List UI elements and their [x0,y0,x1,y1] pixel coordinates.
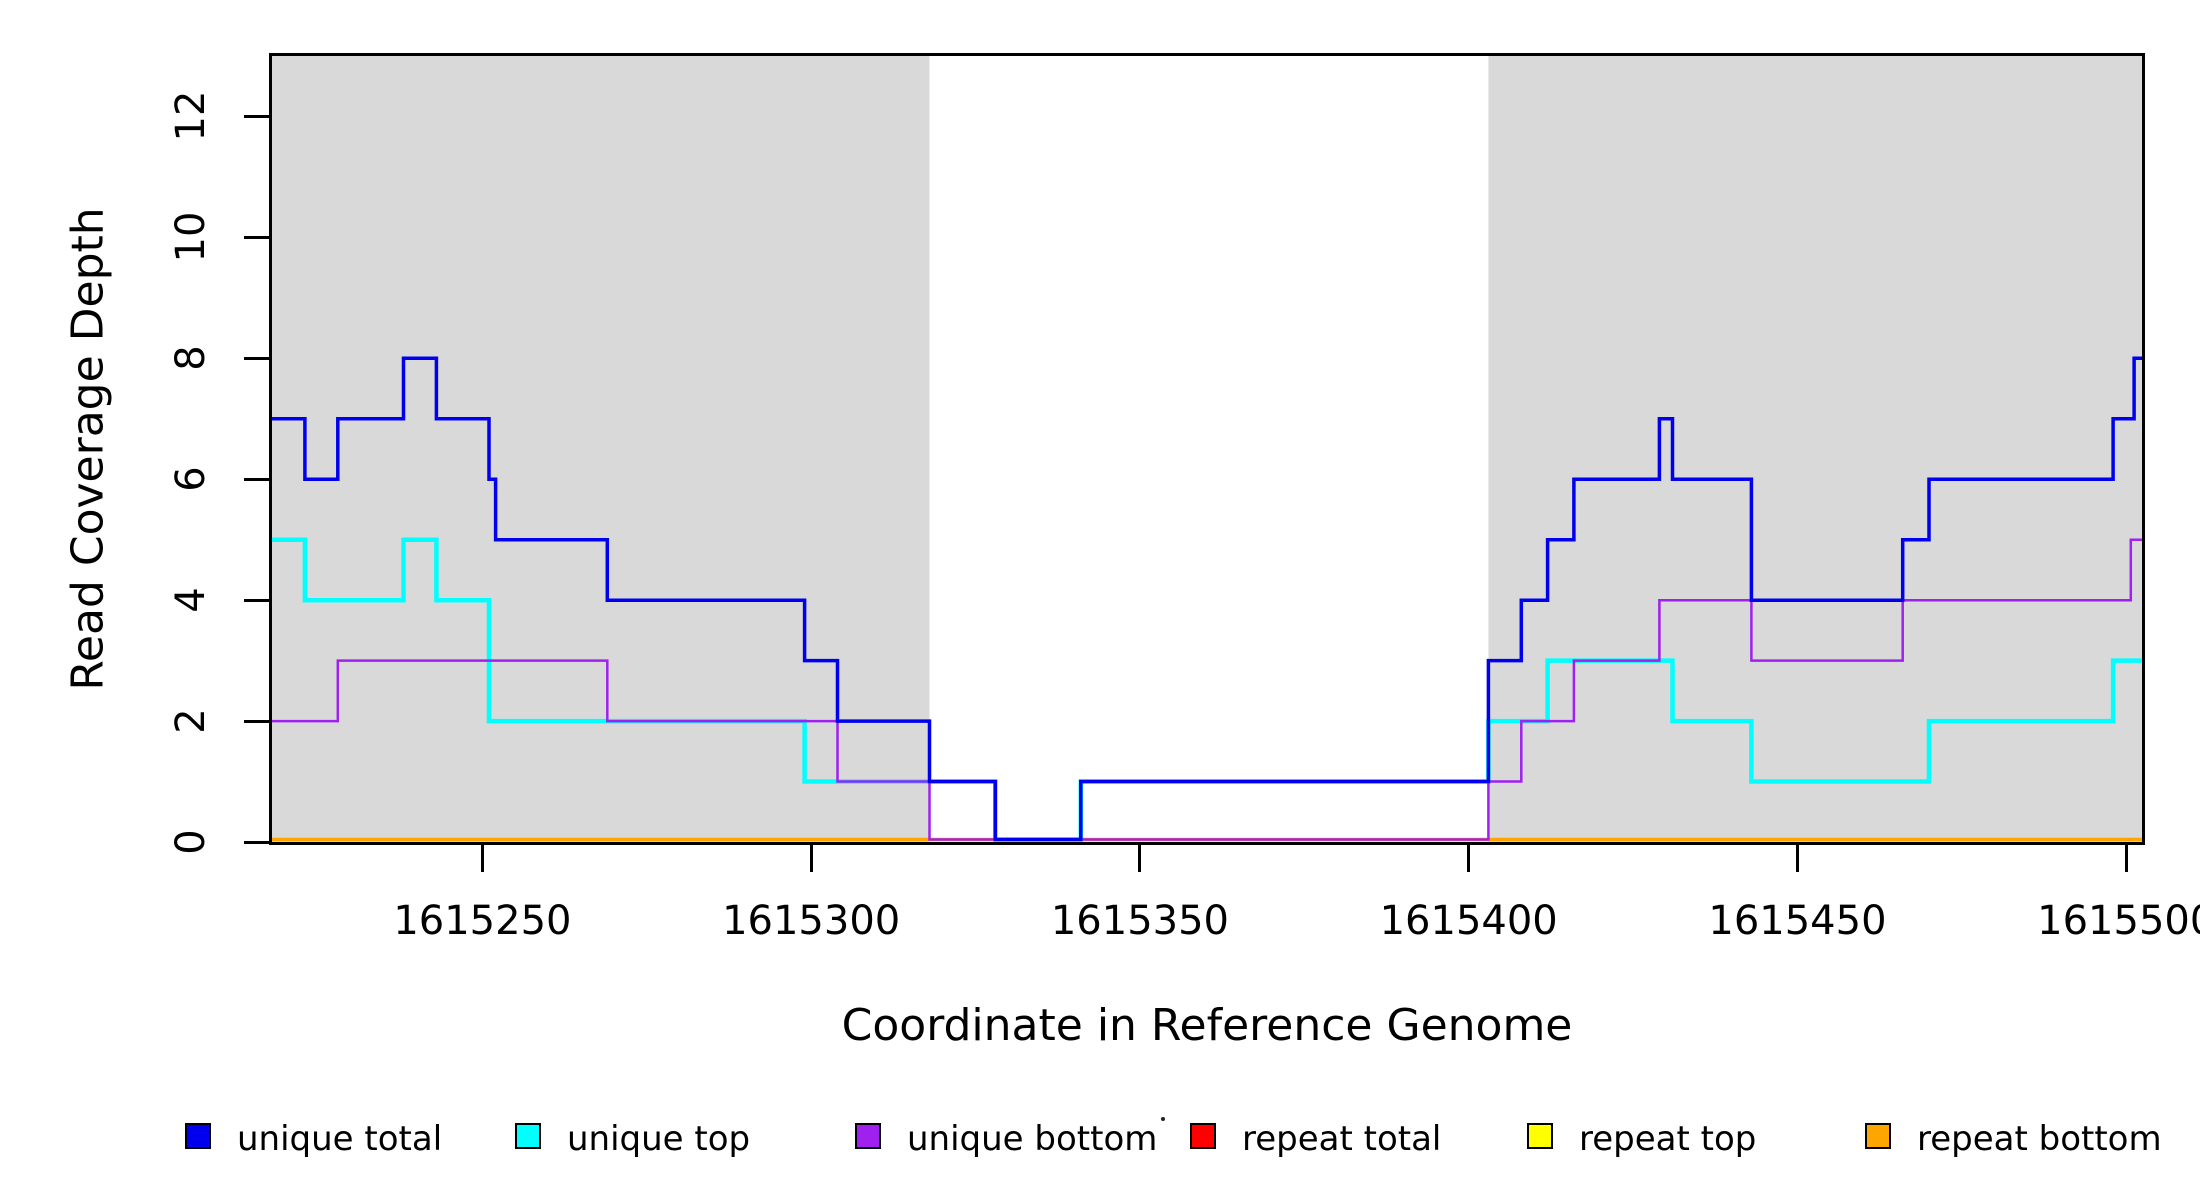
legend-swatch-icon [515,1123,541,1149]
y-tick [244,719,272,723]
legend-label: unique bottom [907,1119,1158,1159]
y-tick-label: 4 [168,587,214,613]
x-tick [1467,842,1471,872]
x-tick [1795,842,1799,872]
x-tick [480,842,484,872]
y-tick-label: 12 [168,91,214,142]
legend-swatch-icon [1527,1123,1553,1149]
legend-label: unique top [567,1119,751,1159]
x-tick-label: 1615500 [2037,898,2200,944]
x-axis-title: Coordinate in Reference Genome [841,1000,1573,1051]
y-tick [244,598,272,602]
legend-label: repeat top [1579,1119,1757,1159]
legend-swatch-icon [855,1123,881,1149]
legend-swatch-icon [1190,1123,1216,1149]
x-tick-label: 1615450 [1708,898,1887,944]
y-tick-label: 2 [168,708,214,734]
x-tick-label: 1615400 [1379,898,1558,944]
right-gray-band [1488,56,2142,842]
y-tick [244,840,272,844]
legend-label: unique total [237,1119,443,1159]
legend-label: repeat bottom [1917,1119,2162,1159]
legend-label: repeat total [1242,1119,1442,1159]
stray-dot [1161,1117,1165,1121]
series-line-unique-bottom [272,538,2142,841]
x-tick-label: 1615250 [393,898,572,944]
y-tick [244,356,272,360]
y-tick-label: 0 [168,829,214,855]
y-tick-label: 8 [168,345,214,372]
y-tick [244,477,272,481]
series-line-unique-total [272,356,2142,842]
y-tick-label: 6 [168,466,214,492]
left-gray-band [272,56,930,842]
x-tick-label: 1615300 [722,898,901,944]
y-tick [244,235,272,239]
y-tick-label: 10 [168,211,214,263]
x-tick [2124,842,2128,872]
y-tick [244,114,272,118]
legend-swatch-icon [1865,1123,1891,1149]
plot-box-border [269,53,2145,845]
x-tick-label: 1615350 [1050,898,1229,944]
x-tick [809,842,813,872]
y-axis-title: Read Coverage Depth [62,207,114,691]
legend-swatch-icon [185,1123,211,1149]
plot-area [272,56,2142,842]
x-tick [1138,842,1142,872]
